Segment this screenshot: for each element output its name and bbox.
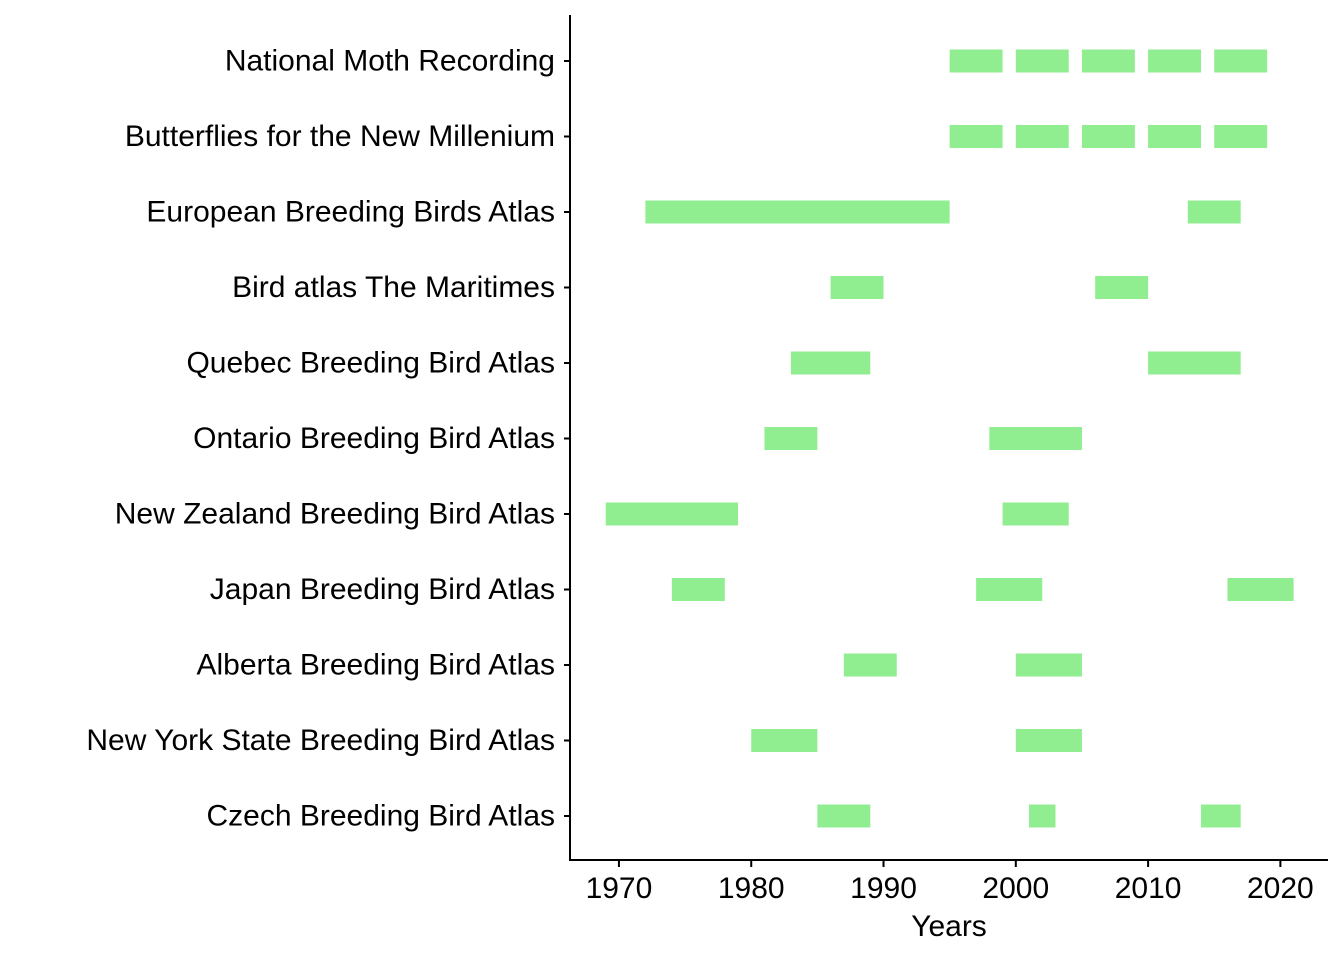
bar-segment: [976, 578, 1043, 601]
bars-layer: [605, 49, 1294, 828]
category-label: New Zealand Breeding Bird Atlas: [115, 498, 555, 531]
bar-segment: [830, 276, 884, 299]
bar-segment: [1187, 200, 1241, 224]
bar-segment: [949, 125, 1003, 148]
bar-segment: [751, 729, 818, 752]
bar-segment: [1081, 125, 1135, 148]
bar-segment: [1214, 125, 1268, 148]
x-tick-label: 2010: [1115, 872, 1182, 905]
bar-segment: [605, 502, 739, 526]
bar-segment: [1148, 351, 1241, 375]
bar-segment: [1015, 49, 1069, 73]
bar-segment: [1148, 49, 1202, 73]
x-tick-label: 1990: [850, 872, 917, 905]
category-label: New York State Breeding Bird Atlas: [86, 724, 555, 757]
category-label: Butterflies for the New Millenium: [125, 120, 555, 153]
bar-segment: [1029, 804, 1056, 828]
x-tick-label: 1970: [586, 872, 653, 905]
x-tick-label: 2000: [982, 872, 1049, 905]
x-tick-label: 2020: [1247, 872, 1314, 905]
y-axis: National Moth Recording Butterflies for t…: [86, 15, 571, 860]
bar-segment: [1214, 49, 1268, 73]
x-axis: 1970 1980 1990 2000 2010 2020: [569, 859, 1328, 905]
bar-segment: [1227, 578, 1294, 601]
x-axis-title: Years: [911, 910, 987, 943]
category-label: Czech Breeding Bird Atlas: [206, 800, 555, 833]
category-label: Japan Breeding Bird Atlas: [210, 573, 555, 606]
x-tick-label: 1980: [718, 872, 785, 905]
bar-segment: [645, 200, 950, 224]
bar-segment: [1015, 653, 1082, 677]
bar-segment: [1015, 729, 1082, 752]
bar-segment: [843, 653, 897, 677]
bar-segment: [989, 427, 1082, 450]
category-label: Alberta Breeding Bird Atlas: [196, 649, 555, 682]
bar-segment: [949, 49, 1003, 73]
category-label: National Moth Recording: [225, 45, 555, 78]
category-label: Quebec Breeding Bird Atlas: [186, 347, 555, 380]
bar-segment: [1015, 125, 1069, 148]
category-label: European Breeding Birds Atlas: [146, 196, 555, 229]
bar-segment: [1201, 804, 1241, 828]
bar-segment: [764, 427, 818, 450]
bar-segment: [790, 351, 871, 375]
category-label: Ontario Breeding Bird Atlas: [193, 422, 555, 455]
category-label: Bird atlas The Maritimes: [232, 271, 555, 304]
bar-segment: [1081, 49, 1135, 73]
bar-segment: [1002, 502, 1069, 526]
bar-segment: [817, 804, 871, 828]
bar-segment: [1148, 125, 1202, 148]
bar-segment: [671, 578, 725, 601]
bar-segment: [1095, 276, 1149, 299]
